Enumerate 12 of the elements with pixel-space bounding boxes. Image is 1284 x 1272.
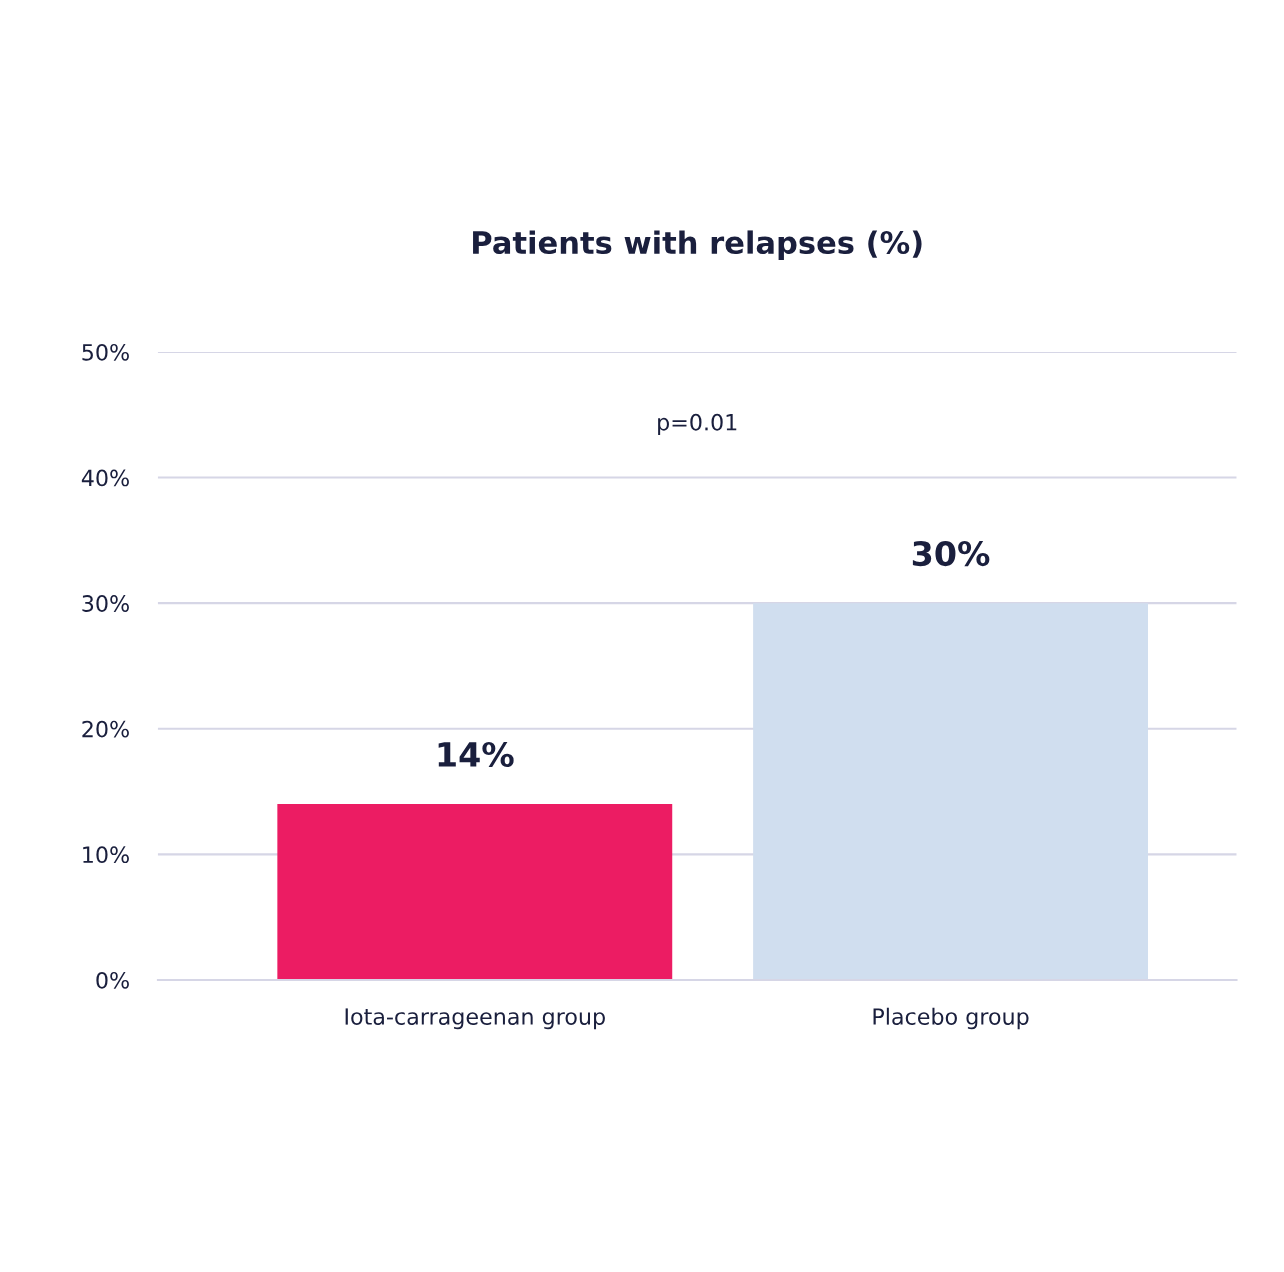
y-tick-label: 40% [81, 469, 129, 487]
data-label: 30% [912, 540, 990, 567]
y-tick-label: 30% [82, 595, 129, 612]
data-label: 14% [438, 741, 514, 768]
y-tick-label: 50% [82, 343, 129, 361]
annotation: p=0.01 [658, 413, 737, 435]
x-tick-label: Placebo group [873, 1007, 1029, 1030]
x-tick-label: Iota-carrageenan group [345, 1008, 605, 1030]
chart-title: Patients with relapses (%) [473, 230, 922, 260]
y-tick-label: 0% [96, 971, 129, 989]
y-tick-label: 20% [82, 720, 129, 738]
y-tick-label: 10% [83, 846, 129, 864]
